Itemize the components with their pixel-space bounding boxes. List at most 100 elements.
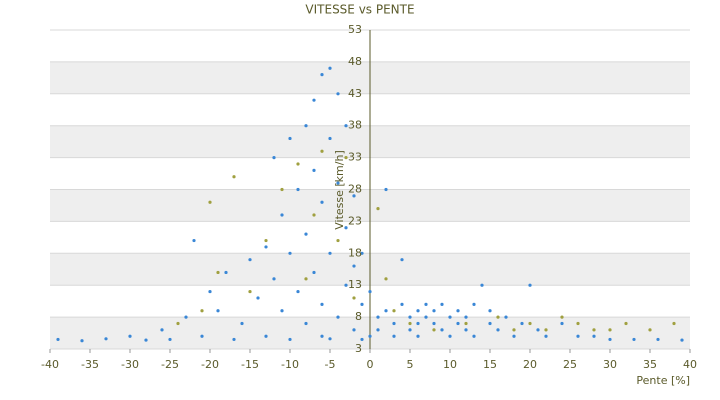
point <box>416 309 420 313</box>
point <box>384 187 388 192</box>
y-tick-label: 8 <box>355 310 362 323</box>
point <box>224 270 228 275</box>
point <box>392 334 396 338</box>
point <box>592 334 596 338</box>
point <box>368 334 372 338</box>
point <box>320 149 324 153</box>
point <box>536 328 540 332</box>
point <box>384 277 388 281</box>
x-tick-label: -15 <box>241 358 259 371</box>
point <box>424 302 428 306</box>
point <box>280 213 284 217</box>
point <box>408 321 412 326</box>
point <box>352 264 356 268</box>
point <box>576 321 580 326</box>
point <box>480 283 484 287</box>
point <box>56 337 60 342</box>
point <box>200 334 204 338</box>
point <box>408 328 412 332</box>
point <box>376 207 380 211</box>
y-tick-label: 3 <box>355 342 362 355</box>
point <box>232 337 236 342</box>
point <box>448 334 452 338</box>
x-tick-label: 40 <box>683 358 697 371</box>
point <box>648 328 652 332</box>
point <box>288 251 292 255</box>
point <box>328 251 332 255</box>
point <box>288 136 292 141</box>
point <box>352 194 356 198</box>
point <box>432 328 436 332</box>
x-tick-label: 30 <box>603 358 617 371</box>
point <box>272 277 276 281</box>
point <box>496 315 500 319</box>
point <box>560 315 564 319</box>
y-tick-label: 18 <box>348 246 362 259</box>
point <box>560 321 564 326</box>
point <box>312 270 316 275</box>
point <box>184 315 188 319</box>
point <box>304 124 308 128</box>
point <box>432 309 436 313</box>
point <box>248 258 252 262</box>
x-tick-label: 0 <box>367 358 374 371</box>
point <box>312 213 316 217</box>
point <box>464 315 468 319</box>
point <box>200 309 204 313</box>
x-tick-label: 10 <box>443 358 457 371</box>
point <box>264 238 268 243</box>
point <box>328 337 332 341</box>
point <box>624 321 628 326</box>
point <box>576 334 580 338</box>
point <box>328 66 332 70</box>
y-tick-label: 33 <box>348 151 362 164</box>
point <box>376 315 380 319</box>
x-tick-label: -30 <box>121 358 139 371</box>
point <box>160 328 164 332</box>
point <box>448 315 452 319</box>
point <box>128 334 132 338</box>
x-tick-label: -10 <box>281 358 299 371</box>
point <box>320 334 324 338</box>
point <box>368 289 372 294</box>
x-tick-label: 35 <box>643 358 657 371</box>
point <box>400 302 404 306</box>
point <box>392 309 396 313</box>
point <box>528 283 532 287</box>
point <box>400 258 404 262</box>
point <box>304 277 308 281</box>
point <box>232 175 236 179</box>
point <box>504 315 508 319</box>
point <box>384 309 388 313</box>
point <box>216 270 220 275</box>
point <box>256 296 260 300</box>
point <box>312 168 316 172</box>
chart-title: VITESSE vs PENTE <box>305 3 414 17</box>
x-tick-label: 5 <box>407 358 414 371</box>
point <box>144 338 148 342</box>
point <box>344 124 348 128</box>
x-tick-label: 25 <box>563 358 577 371</box>
point <box>632 337 636 342</box>
point <box>488 309 492 313</box>
point <box>336 92 340 96</box>
point <box>208 200 212 204</box>
point <box>360 251 364 255</box>
point <box>248 289 252 294</box>
point <box>496 328 500 332</box>
point <box>344 156 348 160</box>
point <box>608 328 612 332</box>
point <box>328 136 332 141</box>
point <box>608 337 612 342</box>
point <box>336 181 340 185</box>
point <box>272 156 276 160</box>
point <box>104 337 108 341</box>
y-axis-title: Vitesse [km/h] <box>333 150 346 230</box>
point <box>544 334 548 338</box>
x-tick-label: -40 <box>41 358 59 371</box>
point <box>592 328 596 332</box>
point <box>80 339 84 343</box>
y-tick-label: 43 <box>348 87 362 100</box>
point <box>392 321 396 326</box>
point <box>320 200 324 204</box>
